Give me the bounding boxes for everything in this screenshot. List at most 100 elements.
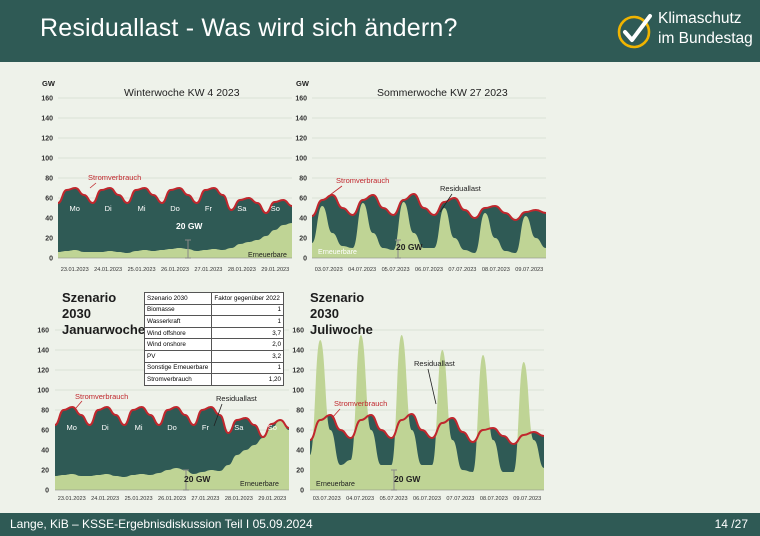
- y-tick-label: 0: [49, 256, 53, 263]
- y-tick-label: 120: [292, 368, 304, 375]
- table-header-cell: Faktor gegenüber 2022: [211, 292, 284, 305]
- annotation-label: Stromverbrauch: [75, 392, 128, 401]
- y-tick-label: 80: [41, 408, 49, 415]
- x-tick-label: 23.01.2023: [61, 267, 89, 273]
- annotation-label: 20 GW: [184, 474, 211, 484]
- day-label: Mi: [135, 423, 143, 432]
- page-number: 14 /27: [714, 517, 748, 531]
- y-tick-label: 80: [296, 408, 304, 415]
- x-tick-label: 26.01.2023: [158, 496, 186, 502]
- logo-line2: im Bundestag: [658, 30, 753, 47]
- x-tick-label: 25.01.2023: [125, 496, 153, 502]
- table-row: Wasserkraft 1: [143, 315, 284, 328]
- annotation-label: 20 GW: [396, 242, 423, 252]
- y-tick-label: 160: [295, 96, 307, 103]
- table-cell: 1: [211, 361, 284, 375]
- x-tick-label: 04.07.2023: [346, 496, 374, 502]
- table-cell: 1: [211, 303, 284, 317]
- table-cell: 3,2: [211, 349, 284, 363]
- x-tick-label: 27.01.2023: [194, 267, 222, 273]
- day-label: Mo: [70, 204, 80, 213]
- y-tick-label: 80: [299, 176, 307, 183]
- x-tick-label: 03.07.2023: [315, 267, 343, 273]
- annotation-leader: [89, 182, 97, 189]
- chart-winter-title: Winterwoche KW 4 2023: [124, 87, 240, 99]
- annotation-label: Erneuerbare: [316, 481, 355, 488]
- table-cell: 2,0: [211, 338, 284, 351]
- y-tick-label: 160: [41, 96, 53, 103]
- annotation-label: Stromverbrauch: [88, 173, 141, 182]
- y-tick-label: 100: [37, 388, 49, 395]
- annotation-label: Erneuerbare: [318, 249, 357, 256]
- y-tick-label: 120: [37, 368, 49, 375]
- heading-line2: Juliwoche: [310, 322, 373, 337]
- renewables-area: [58, 223, 292, 258]
- annotation-leader: [331, 408, 341, 419]
- annotation-label: Residuallast: [216, 394, 258, 403]
- consumption-line: [311, 192, 547, 222]
- x-tick-label: 24.01.2023: [91, 496, 119, 502]
- y-tick-label: 160: [37, 328, 49, 335]
- x-tick-label: 09.07.2023: [513, 496, 541, 502]
- x-tick-label: 07.07.2023: [446, 496, 474, 502]
- logo: Klimaschutz im Bundestag: [616, 6, 760, 58]
- table-cell: 1,20: [211, 373, 284, 386]
- annotation-leader: [329, 185, 343, 196]
- day-label: Do: [167, 423, 177, 432]
- x-tick-label: 29.01.2023: [258, 496, 286, 502]
- annotation-leader: [427, 368, 437, 405]
- y-tick-label: 100: [41, 156, 53, 163]
- heading-line1: Szenario 2030: [310, 290, 365, 321]
- y-tick-label: 40: [296, 448, 304, 455]
- y-tick-label: 160: [292, 328, 304, 335]
- consumption-line: [57, 186, 293, 215]
- y-tick-label: 0: [300, 488, 304, 495]
- annotation-label: 20 GW: [394, 474, 421, 484]
- y-tick-label: 60: [45, 196, 53, 203]
- consumption-line: [309, 412, 545, 446]
- y-tick-label: 40: [41, 448, 49, 455]
- x-tick-label: 27.01.2023: [191, 496, 219, 502]
- day-label: Fr: [205, 204, 213, 213]
- x-tick-label: 05.07.2023: [382, 267, 410, 273]
- x-tick-label: 03.07.2023: [313, 496, 341, 502]
- y-axis-label: GW: [296, 79, 310, 88]
- y-tick-label: 120: [295, 136, 307, 143]
- table-row: Wind onshore 2,0: [143, 338, 284, 351]
- y-tick-label: 20: [299, 236, 307, 243]
- day-label: Di: [105, 204, 112, 213]
- table-cell: Stromverbrauch: [143, 373, 213, 386]
- logo-text: Klimaschutz im Bundestag: [658, 9, 753, 49]
- renewables-area: [55, 420, 289, 490]
- x-tick-label: 29.01.2023: [261, 267, 289, 273]
- y-tick-label: 40: [299, 216, 307, 223]
- table-row: Stromverbrauch 1,20: [143, 373, 284, 386]
- day-label: Do: [170, 204, 180, 213]
- chart-scenario-january-heading: Szenario 2030 Januarwoche: [62, 290, 145, 338]
- y-tick-label: 140: [37, 348, 49, 355]
- heading-line2: Januarwoche: [62, 322, 146, 337]
- y-tick-label: 20: [296, 468, 304, 475]
- annotation-label: Erneuerbare: [248, 252, 287, 259]
- x-tick-label: 23.01.2023: [58, 496, 86, 502]
- y-tick-label: 60: [41, 428, 49, 435]
- annotation-label: Stromverbrauch: [336, 176, 389, 185]
- annotation-label: Residuallast: [440, 184, 482, 193]
- table-row: Biomasse 1: [143, 303, 284, 317]
- chart-summer-title: Sommerwoche KW 27 2023: [377, 87, 508, 99]
- day-label: So: [268, 423, 277, 432]
- x-tick-label: 06.07.2023: [415, 267, 443, 273]
- y-tick-label: 20: [45, 236, 53, 243]
- annotation-leader: [213, 403, 223, 427]
- y-tick-label: 60: [299, 196, 307, 203]
- y-tick-label: 40: [45, 216, 53, 223]
- y-tick-label: 120: [41, 136, 53, 143]
- renewables-area: [310, 335, 544, 490]
- day-label: Fr: [202, 423, 210, 432]
- day-label: So: [271, 204, 280, 213]
- header-bar: Residuallast - Was wird sich ändern? Kli…: [0, 0, 760, 62]
